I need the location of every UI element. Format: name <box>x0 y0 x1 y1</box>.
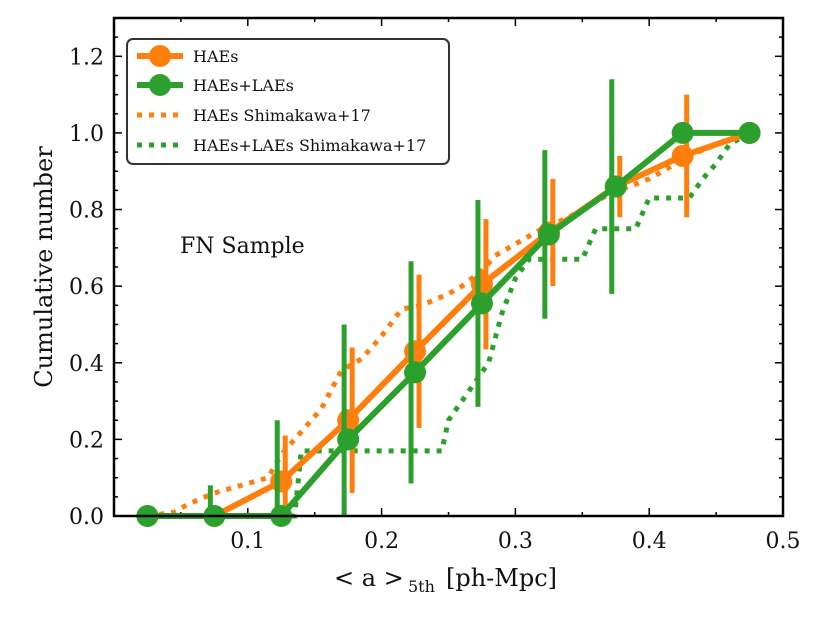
y-axis-title: Cumulative number <box>30 146 58 388</box>
x-tick-label: 0.1 <box>230 529 265 554</box>
series-line-haes-laes-shimakawa-17 <box>147 130 751 519</box>
legend-box <box>126 38 450 165</box>
y-tick-label: 0.4 <box>69 352 104 377</box>
y-tick-label: 0.8 <box>69 199 104 224</box>
x-axis-title-unit: [ph-Mpc] <box>446 564 557 592</box>
series-line-haes-laes <box>147 129 750 519</box>
y-tick-label: 0.0 <box>69 505 104 530</box>
data-point-haes-laes <box>470 292 493 315</box>
y-tick-label: 1.2 <box>69 45 104 70</box>
fn-sample-annotation: FN Sample <box>180 234 305 259</box>
legend-label: HAEs+LAEs <box>193 76 294 95</box>
legend-label: HAEs+LAEs Shimakawa+17 <box>193 136 426 155</box>
data-point-haes <box>270 470 293 493</box>
y-tick-label: 0.6 <box>69 275 104 300</box>
data-point-haes <box>671 144 694 167</box>
y-tick-label: 0.2 <box>69 428 104 453</box>
legend: HAEs HAEs+LAEs HAEs Shimakawa+17 HAEs+LAEs … <box>126 38 450 165</box>
legend-marker <box>149 74 171 96</box>
data-point-haes-laes <box>738 121 761 144</box>
plot-frame <box>112 16 785 518</box>
data-point-haes-laes <box>404 361 427 384</box>
tick-labels: 0.1 0.2 0.3 0.4 0.5 0.0 0.2 0.4 0.6 0.8 1.0 1.2 <box>69 45 801 554</box>
legend-label: HAEs <box>193 47 238 66</box>
x-tick-label: 0.2 <box>364 529 399 554</box>
x-tick-label: 0.4 <box>632 529 667 554</box>
data-point-haes-laes <box>337 428 360 451</box>
series-line-haes <box>147 130 751 519</box>
legend-label: HAEs Shimakawa+17 <box>193 106 371 125</box>
data-point-haes-laes <box>671 121 694 144</box>
x-axis-title: < a > 5th [ph-Mpc] <box>334 564 557 596</box>
data-point-haes-laes <box>604 175 627 198</box>
y-tick-label: 1.0 <box>69 122 104 147</box>
data-point-haes-laes <box>537 223 560 246</box>
x-axis-title-main: < a > <box>334 564 404 592</box>
x-tick-label: 0.3 <box>498 529 533 554</box>
x-axis-title-subscript: 5th <box>408 577 435 596</box>
x-tick-label: 0.5 <box>766 529 801 554</box>
legend-marker <box>149 45 171 67</box>
data-point-haes <box>404 340 427 363</box>
